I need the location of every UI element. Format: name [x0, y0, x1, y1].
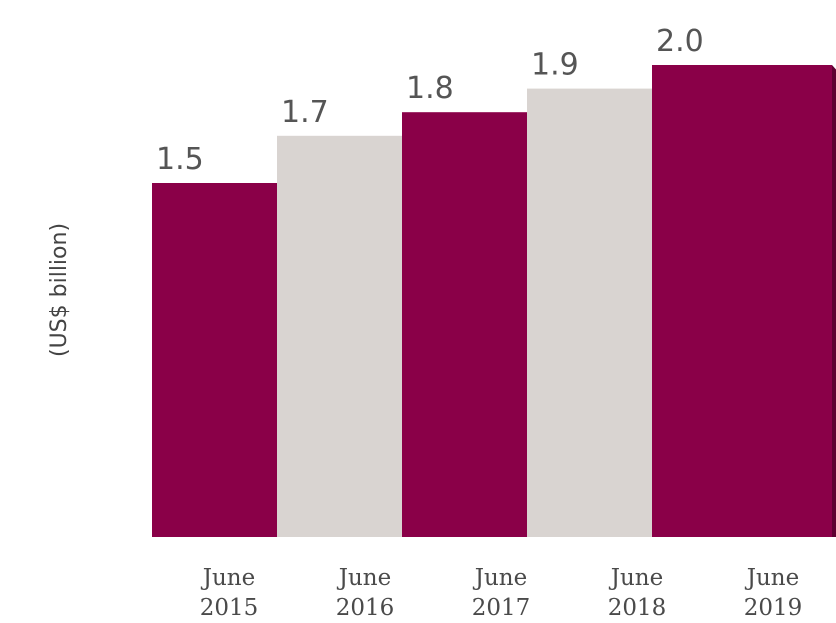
bar-side — [832, 65, 836, 537]
y-axis-label: (US$ billion) — [47, 223, 72, 357]
bar — [652, 65, 836, 537]
x-tick-label: June 2015 — [200, 565, 259, 621]
x-tick-label: June 2018 — [608, 565, 667, 621]
data-label: 2.0 — [656, 24, 704, 59]
data-label: 1.8 — [406, 71, 454, 106]
bar-face — [652, 65, 832, 537]
data-label: 1.9 — [531, 48, 579, 83]
x-tick-label: June 2019 — [744, 565, 803, 621]
x-tick-label: June 2017 — [472, 565, 531, 621]
x-tick-labels-group: June 2015 June 2016 June 2017 June 2018 June 2019 — [200, 565, 803, 621]
bars-group — [152, 65, 836, 538]
data-label: 1.5 — [156, 142, 204, 177]
x-tick-label: June 2016 — [336, 565, 395, 621]
data-label: 1.7 — [281, 95, 329, 130]
value-labels-group: 1.5 1.7 1.8 1.9 2.0 — [156, 24, 704, 177]
